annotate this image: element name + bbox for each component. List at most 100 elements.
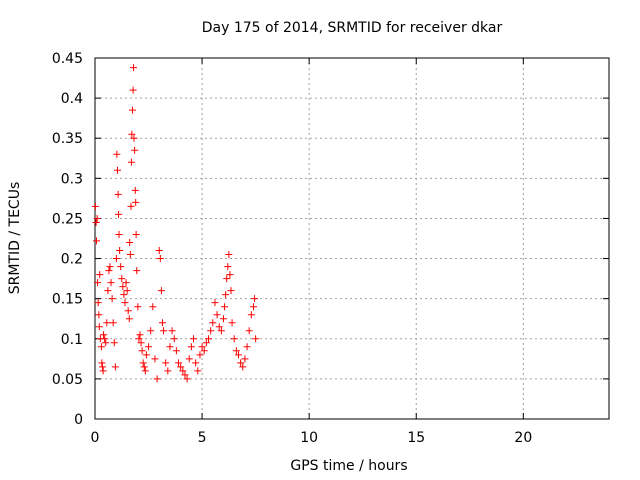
- chart-title: Day 175 of 2014, SRMTID for receiver dka…: [202, 20, 503, 36]
- data-point: [135, 335, 143, 343]
- data-point: [126, 251, 134, 259]
- data-point: [131, 146, 139, 154]
- data-point: [100, 331, 108, 339]
- data-point: [243, 343, 251, 351]
- data-point: [179, 367, 187, 375]
- data-point: [156, 255, 164, 263]
- data-point: [217, 327, 225, 335]
- data-point: [200, 347, 208, 355]
- axis-ticks: [94, 57, 609, 420]
- data-point: [170, 335, 178, 343]
- data-point: [94, 299, 102, 307]
- data-point: [113, 166, 121, 174]
- data-point: [103, 319, 111, 327]
- data-point: [130, 64, 138, 72]
- data-point: [145, 343, 153, 351]
- data-point: [108, 295, 116, 303]
- x-tick-label: 20: [514, 430, 532, 446]
- data-point: [247, 311, 255, 319]
- data-point: [97, 343, 105, 351]
- data-point: [175, 359, 183, 367]
- data-point: [226, 271, 234, 279]
- y-tick-label: 0.05: [52, 372, 83, 388]
- data-point: [113, 150, 121, 158]
- data-point: [166, 343, 174, 351]
- data-point: [109, 319, 117, 327]
- data-point: [224, 263, 232, 271]
- data-point: [215, 323, 223, 331]
- data-point: [93, 214, 101, 222]
- data-point: [134, 303, 142, 311]
- data-point: [116, 247, 124, 255]
- y-tick-label: 0.1: [61, 332, 83, 348]
- data-point: [220, 315, 227, 323]
- data-point: [228, 319, 236, 327]
- data-point: [155, 247, 163, 255]
- data-point: [121, 299, 129, 307]
- data-point: [147, 327, 155, 335]
- data-point: [114, 190, 122, 198]
- data-point: [160, 327, 168, 335]
- x-tick-label: 0: [91, 430, 100, 446]
- data-point: [139, 359, 147, 367]
- data-point: [234, 351, 242, 359]
- data-point: [157, 287, 165, 295]
- data-point: [96, 271, 104, 279]
- data-point: [177, 363, 185, 371]
- data-point: [126, 239, 134, 247]
- data-point: [99, 367, 107, 375]
- data-point: [183, 375, 191, 383]
- data-point: [98, 359, 106, 367]
- data-point: [130, 134, 138, 142]
- data-point: [239, 363, 247, 371]
- data-point: [185, 355, 193, 363]
- data-point: [115, 230, 123, 238]
- data-point: [105, 267, 113, 275]
- x-tick-label: 15: [407, 430, 425, 446]
- data-point: [168, 327, 176, 335]
- y-tick-label: 0.3: [61, 171, 83, 187]
- grid: [95, 58, 609, 419]
- data-point: [172, 347, 180, 355]
- data-point: [111, 363, 119, 371]
- data-point: [92, 218, 100, 226]
- data-point: [162, 359, 170, 367]
- data-point: [118, 275, 126, 283]
- data-point: [225, 251, 233, 259]
- data-point: [129, 86, 137, 94]
- data-point: [211, 299, 219, 307]
- data-point: [94, 279, 102, 287]
- data-point: [132, 230, 140, 238]
- data-point: [142, 351, 150, 359]
- data-point: [91, 202, 99, 210]
- data-point: [194, 367, 202, 375]
- data-point: [251, 295, 259, 303]
- data-point: [198, 343, 206, 351]
- data-point: [92, 237, 100, 245]
- data-point: [230, 335, 238, 343]
- data-point: [102, 339, 110, 347]
- data-points: [91, 64, 260, 383]
- y-tick-label: 0.35: [52, 131, 83, 147]
- data-point: [164, 367, 172, 375]
- data-point: [106, 263, 114, 271]
- data-point: [115, 210, 123, 218]
- data-point: [107, 279, 115, 287]
- data-point: [138, 347, 146, 355]
- y-axis-label: SRMTID / TECUs: [7, 182, 23, 295]
- data-point: [181, 371, 189, 379]
- y-tick-label: 0.45: [52, 51, 83, 67]
- data-point: [190, 335, 198, 343]
- data-point: [237, 359, 245, 367]
- data-point: [124, 307, 132, 315]
- y-tick-label: 0.15: [52, 292, 83, 308]
- data-point: [140, 363, 148, 371]
- y-tick-label: 0.2: [61, 252, 83, 268]
- data-point: [232, 347, 240, 355]
- data-point: [128, 130, 136, 138]
- data-point: [205, 335, 213, 343]
- data-point: [241, 355, 249, 363]
- data-point: [207, 327, 215, 335]
- data-point: [151, 355, 159, 363]
